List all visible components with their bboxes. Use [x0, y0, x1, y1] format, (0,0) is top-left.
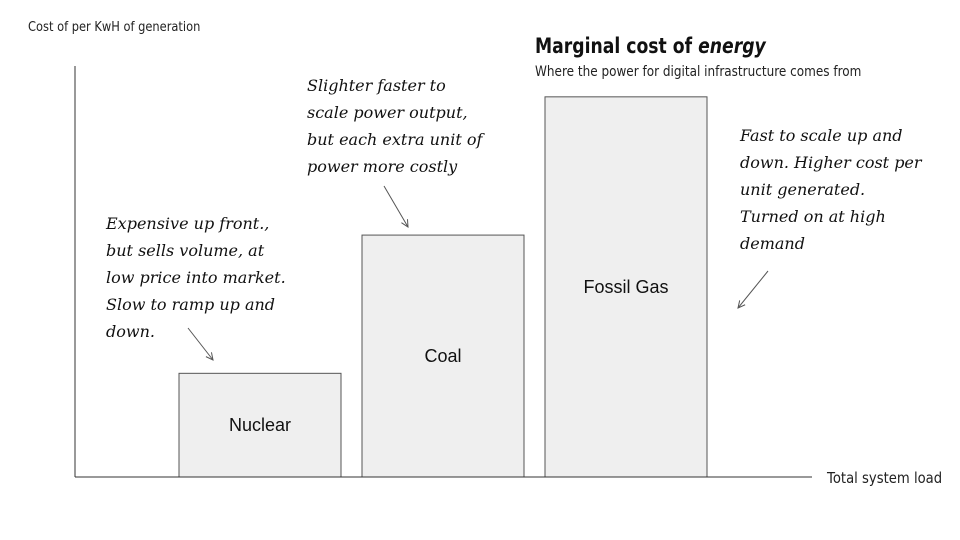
bar-label: Coal [424, 346, 461, 366]
bars-group: Nuclear Coal Fossil Gas [178, 96, 708, 478]
annotation-line: demand [740, 234, 805, 253]
annotation-line: unit generated. [740, 180, 866, 199]
annotation-line: scale power output, [307, 103, 468, 122]
annotation-line: down. [106, 322, 155, 341]
annotation-line: power more costly [307, 157, 458, 176]
annotation-arrow [383, 185, 409, 228]
y-axis-label: Cost of per KwH of generation [28, 20, 201, 35]
annotation-coal: Slighter faster to scale power output, b… [307, 72, 482, 180]
chart-title-main: Marginal cost of [535, 34, 693, 58]
annotation-line: down. Higher cost per [740, 153, 922, 172]
annotation-line: Slighter faster to [307, 76, 446, 95]
annotation-fossil-gas: Fast to scale up and down. Higher cost p… [740, 122, 922, 257]
annotation-line: Expensive up front., [106, 214, 270, 233]
annotation-arrowhead [205, 352, 214, 361]
annotation-arrows [187, 185, 769, 361]
bar-label: Fossil Gas [583, 277, 668, 297]
chart-title-emphasis: energy [698, 34, 766, 58]
bar-label: Nuclear [229, 415, 291, 435]
annotation-arrowhead [401, 219, 409, 228]
chart-title: Marginal cost of energy [535, 34, 766, 58]
x-axis-label: Total system load [827, 469, 943, 487]
annotation-line: but each extra unit of [307, 130, 483, 149]
annotation-arrowhead [737, 300, 746, 309]
annotation-line: but sells volume, at [106, 241, 265, 260]
chart-subtitle: Where the power for digital infrastructu… [535, 64, 862, 80]
bar-fossil-gas [544, 96, 708, 478]
bar-coal [361, 234, 525, 478]
annotation-line: Fast to scale up and [740, 126, 903, 145]
annotation-nuclear: Expensive up front., but sells volume, a… [106, 210, 286, 345]
annotation-line: Slow to ramp up and [106, 295, 276, 314]
annotation-line: Turned on at high [740, 207, 886, 226]
annotation-arrow [187, 327, 214, 361]
annotation-line: low price into market. [106, 268, 286, 287]
annotation-arrow [737, 270, 769, 309]
